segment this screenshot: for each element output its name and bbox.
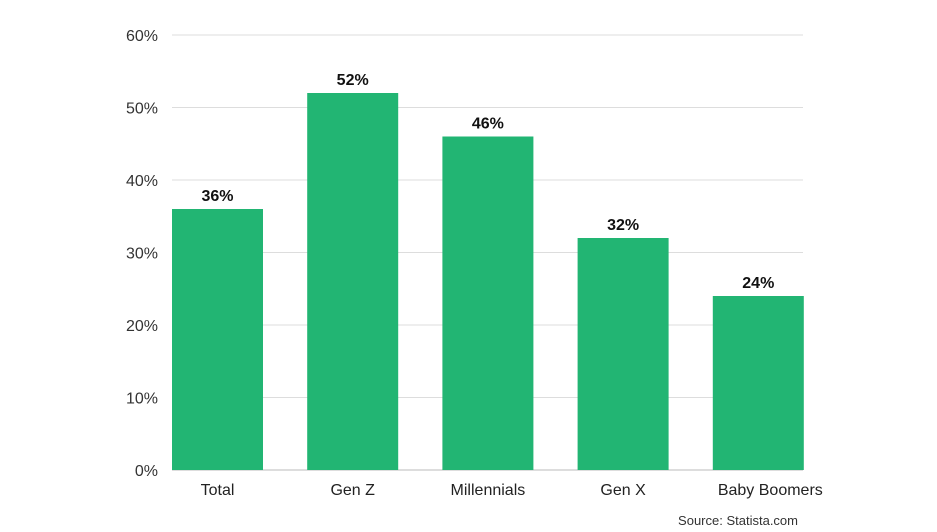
y-tick-label: 0% <box>135 463 158 480</box>
data-label: 32% <box>607 217 639 234</box>
x-tick-label: Baby Boomers <box>718 482 823 499</box>
y-tick-label: 60% <box>126 28 158 45</box>
bar-baby-boomers <box>712 296 804 470</box>
y-tick-label: 10% <box>126 391 158 408</box>
category-labels: Total Gen Z Millennials Gen X Baby Boomers <box>201 482 823 499</box>
y-tick-label: 20% <box>126 318 158 335</box>
data-label: 24% <box>742 275 774 292</box>
data-label: 46% <box>472 116 504 133</box>
bar-total <box>172 209 263 470</box>
value-labels: 36% 52% 46% 32% 24% <box>201 72 774 292</box>
bar-millennials <box>442 136 534 470</box>
data-label: 36% <box>201 188 233 205</box>
data-label: 52% <box>337 72 369 89</box>
x-tick-label: Gen X <box>600 482 646 499</box>
y-tick-label: 30% <box>126 246 158 263</box>
y-axis-ticks: 0% 10% 20% 30% 40% 50% 60% <box>126 28 158 480</box>
y-tick-label: 50% <box>126 101 158 118</box>
bar-gen-x <box>577 238 669 470</box>
source-note: Source: Statista.com <box>678 513 798 528</box>
x-tick-label: Gen Z <box>330 482 375 499</box>
bars <box>172 93 804 470</box>
x-tick-label: Millennials <box>451 482 526 499</box>
y-tick-label: 40% <box>126 173 158 190</box>
bar-gen-z <box>307 93 399 470</box>
x-tick-label: Total <box>201 482 235 499</box>
